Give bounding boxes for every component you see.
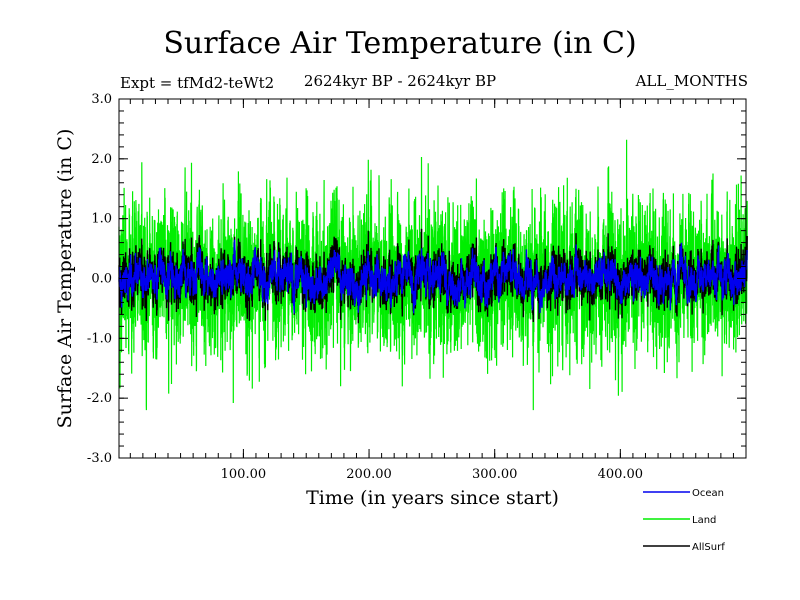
x-tick-label: 100.00 xyxy=(221,467,267,482)
x-tick-label: 400.00 xyxy=(598,467,644,482)
y-tick-label: 1.0 xyxy=(91,212,112,227)
y-tick-label: -3.0 xyxy=(87,451,112,466)
series-layer xyxy=(118,139,748,411)
y-tick-label: -2.0 xyxy=(87,391,112,406)
series-line-ocean xyxy=(118,239,748,314)
x-tick-label: 300.00 xyxy=(472,467,518,482)
legend-label-land: Land xyxy=(692,515,716,526)
y-tick-label: 3.0 xyxy=(91,92,112,107)
y-tick-label: -1.0 xyxy=(87,331,112,346)
y-tick-label: 0.0 xyxy=(91,272,112,287)
y-tick-label: 2.0 xyxy=(91,152,112,167)
period-label: 2624kyr BP - 2624kyr BP xyxy=(303,72,497,90)
ticks-layer: -3.0 -2.0 -1.0 0.0 1.0 2.0 3.0 100.00 200.00 300.… xyxy=(87,92,746,482)
x-axis-label: Time (in years since start) xyxy=(306,487,559,509)
legend-label-allsurf: AllSurf xyxy=(692,542,725,553)
chart-title: Surface Air Temperature (in C) xyxy=(163,26,637,61)
legend: Ocean Land AllSurf xyxy=(643,488,725,553)
legend-label-ocean: Ocean xyxy=(692,488,724,499)
y-axis-label: Surface Air Temperature (in C) xyxy=(54,129,76,429)
x-tick-label: 200.00 xyxy=(346,467,392,482)
experiment-label: Expt = tfMd2-teWt2 xyxy=(120,74,275,92)
months-label: ALL_MONTHS xyxy=(635,72,748,90)
